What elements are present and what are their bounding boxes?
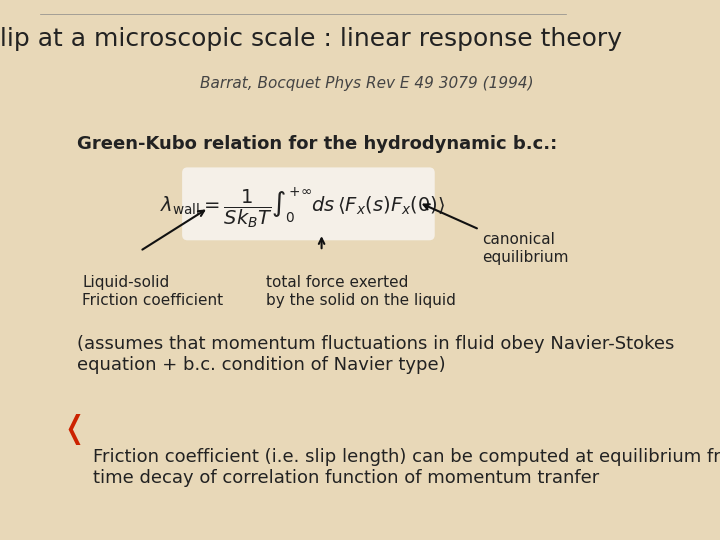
Text: Slip at a microscopic scale : linear response theory: Slip at a microscopic scale : linear res…: [0, 27, 622, 51]
Text: Friction coefficient (i.e. slip length) can be computed at equilibrium from
time: Friction coefficient (i.e. slip length) …: [93, 448, 720, 487]
Text: canonical
equilibrium: canonical equilibrium: [482, 232, 569, 265]
Text: Liquid-solid
Friction coefficient: Liquid-solid Friction coefficient: [82, 275, 223, 308]
Text: Green-Kubo relation for the hydrodynamic b.c.:: Green-Kubo relation for the hydrodynamic…: [77, 135, 557, 153]
FancyBboxPatch shape: [182, 167, 435, 240]
Text: Barrat, Bocquet Phys Rev E 49 3079 (1994): Barrat, Bocquet Phys Rev E 49 3079 (1994…: [199, 76, 533, 91]
Text: ❬: ❬: [61, 414, 86, 445]
Text: total force exerted
by the solid on the liquid: total force exerted by the solid on the …: [266, 275, 456, 308]
Text: $\lambda_{\mathrm{wall}} = \dfrac{1}{Sk_B T} \int_0^{+\infty} ds\, \langle F_x(s: $\lambda_{\mathrm{wall}} = \dfrac{1}{Sk_…: [161, 185, 446, 231]
Text: (assumes that momentum fluctuations in fluid obey Navier-Stokes
equation + b.c. : (assumes that momentum fluctuations in f…: [77, 335, 674, 374]
